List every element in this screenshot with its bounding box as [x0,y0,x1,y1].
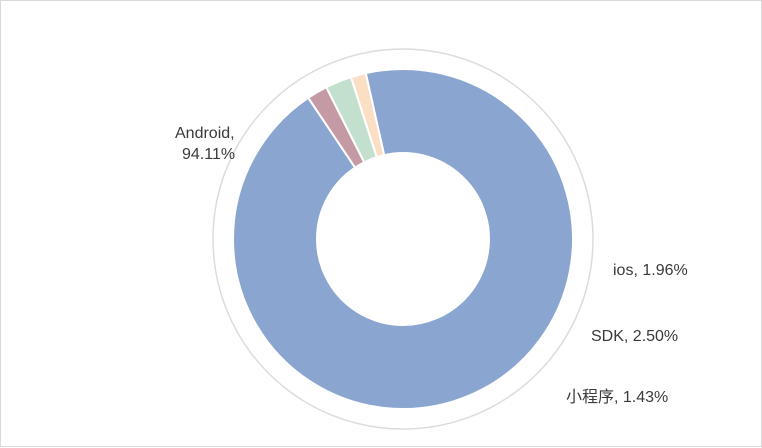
label-android-value: 94.11% [182,146,235,163]
label-ios: ios, 1.96% [613,262,688,279]
outer-ring [212,48,594,430]
label-mini-program: 小程序, 1.43% [566,388,668,406]
label-sdk: SDK, 2.50% [591,328,678,345]
slices-group [232,68,574,410]
label-android: Android, [175,125,235,142]
slice-mini-program [349,71,386,159]
slice-android [232,68,574,410]
